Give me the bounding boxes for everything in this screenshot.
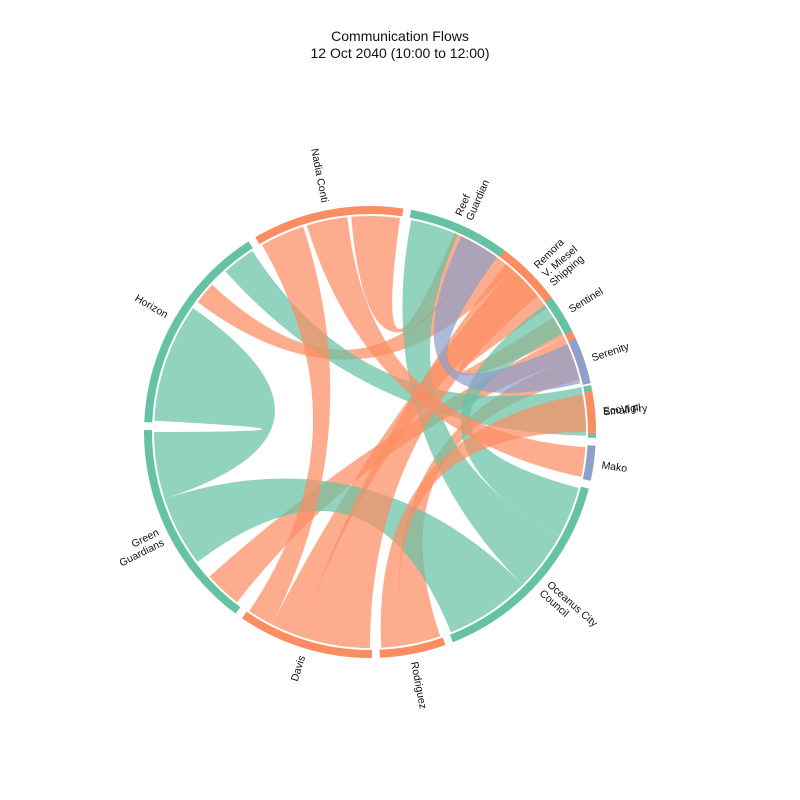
arc-mako <box>582 445 596 481</box>
ribbon-vmiesel-to-nadiaconti <box>351 215 482 333</box>
ribbon-serenity-to-reefguardian <box>433 236 581 394</box>
chart-title-block: Communication Flows 12 Oct 2040 (10:00 t… <box>0 28 800 62</box>
label-mako: Mako <box>601 459 628 474</box>
label-horizon: Horizon <box>133 292 170 321</box>
arc-rodriguez <box>379 637 446 658</box>
ribbon-davis-to-remora <box>299 264 538 648</box>
label-reefguardian: ReefGuardian <box>453 173 492 222</box>
arc-smallfry <box>584 390 596 434</box>
label-line-nadiaconti-0: Nadia Conti <box>308 147 330 203</box>
arc-remora <box>505 255 547 297</box>
arc-davis <box>241 611 372 658</box>
label-line-smallfry-0: Small Fry <box>603 403 649 419</box>
ribbon-vmiesel-to-horizon <box>197 246 512 360</box>
arc-serenity <box>568 338 591 385</box>
arc-reefguardian <box>409 209 505 257</box>
ribbon-greenguardians-to-horizon <box>154 308 275 499</box>
label-smallfry: Small Fry <box>603 403 649 419</box>
label-nadiaconti: Nadia Conti <box>308 147 330 203</box>
ribbon-davis-to-nadiaconti <box>249 226 331 625</box>
label-rodriguez: Rodriguez <box>408 661 429 710</box>
chart-subtitle: 12 Oct 2040 (10:00 to 12:00) <box>310 45 490 61</box>
chart-title: Communication Flows <box>331 28 469 44</box>
label-greenguardians: GreenGuardians <box>112 527 166 570</box>
label-line-ecovigil-0: EcoVigil <box>603 402 642 417</box>
label-ecovigil: EcoVigil <box>603 402 642 417</box>
arc-sentinel <box>545 297 573 335</box>
ribbons-layer <box>154 215 587 648</box>
arcs-layer <box>144 205 596 658</box>
ribbon-mako-to-nadiaconti <box>306 217 586 477</box>
label-oceanus: Oceanus CityCouncil <box>537 579 600 639</box>
label-line-sentinel-0: Sentinel <box>567 285 606 315</box>
label-line-davis-0: Davis <box>289 654 308 683</box>
label-sentinel: Sentinel <box>567 285 606 315</box>
ribbon-oceanus-to-sentinel <box>460 305 579 537</box>
label-serenity: Serenity <box>590 340 631 364</box>
ribbon-rodriguez-to-smallfry <box>380 394 586 648</box>
label-line-horizon-0: Horizon <box>133 292 170 321</box>
arc-nadiaconti <box>255 205 404 245</box>
ribbon-oceanus-to-greenguardians <box>164 478 523 633</box>
arc-greenguardians <box>144 430 241 614</box>
label-line-mako-0: Mako <box>601 459 628 474</box>
label-line-serenity-0: Serenity <box>590 340 631 364</box>
label-davis: Davis <box>289 654 308 683</box>
label-line-rodriguez-0: Rodriguez <box>408 661 429 710</box>
